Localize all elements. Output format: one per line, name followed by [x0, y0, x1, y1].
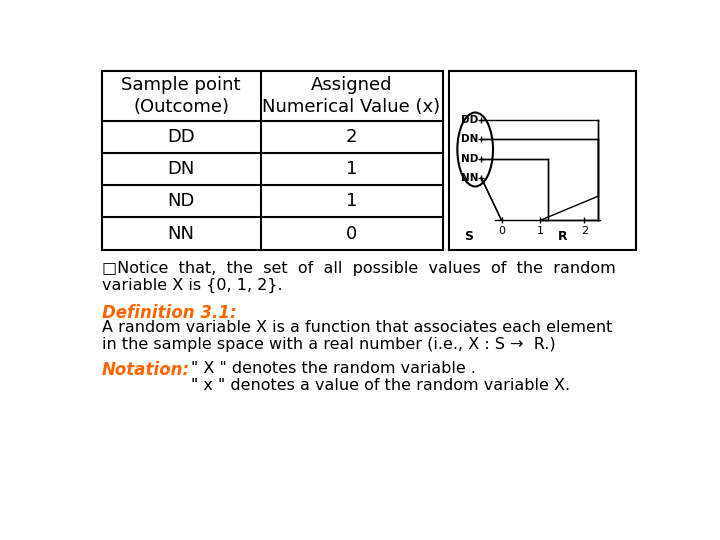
Text: Definition 3.1:: Definition 3.1:	[102, 303, 236, 321]
Text: variable X is {0, 1, 2}.: variable X is {0, 1, 2}.	[102, 278, 282, 293]
Text: ND: ND	[167, 192, 194, 211]
Text: A random variable X is a function that associates each element: A random variable X is a function that a…	[102, 320, 612, 335]
Text: 0: 0	[498, 226, 505, 237]
Text: 1: 1	[537, 226, 544, 237]
Text: ND: ND	[461, 154, 478, 164]
Text: Assigned: Assigned	[311, 76, 392, 94]
Text: DD: DD	[461, 115, 478, 125]
Text: Notation:: Notation:	[102, 361, 190, 379]
Text: □Notice  that,  the  set  of  all  possible  values  of  the  random: □Notice that, the set of all possible va…	[102, 261, 616, 276]
Text: NN: NN	[168, 225, 194, 242]
Text: DD: DD	[167, 128, 195, 146]
Text: S: S	[464, 231, 474, 244]
Bar	[449, 71, 636, 249]
Text: in the sample space with a real number (i.e., X : S →  R.): in the sample space with a real number (…	[102, 338, 555, 353]
Text: NN: NN	[461, 173, 478, 183]
Ellipse shape	[457, 112, 493, 186]
Text: Sample point: Sample point	[121, 76, 240, 94]
Text: " x " denotes a value of the random variable X.: " x " denotes a value of the random vari…	[191, 378, 570, 393]
Text: DN: DN	[461, 134, 478, 145]
Bar	[102, 71, 443, 249]
Text: 1: 1	[346, 160, 357, 178]
Text: 1: 1	[346, 192, 357, 211]
Text: (Outcome): (Outcome)	[133, 98, 229, 116]
Text: " X " denotes the random variable .: " X " denotes the random variable .	[191, 361, 476, 376]
Text: 0: 0	[346, 225, 357, 242]
Text: Numerical Value (x): Numerical Value (x)	[263, 98, 441, 116]
Text: 2: 2	[346, 128, 357, 146]
Text: R: R	[557, 231, 567, 244]
Text: 2: 2	[581, 226, 588, 237]
Text: DN: DN	[167, 160, 194, 178]
